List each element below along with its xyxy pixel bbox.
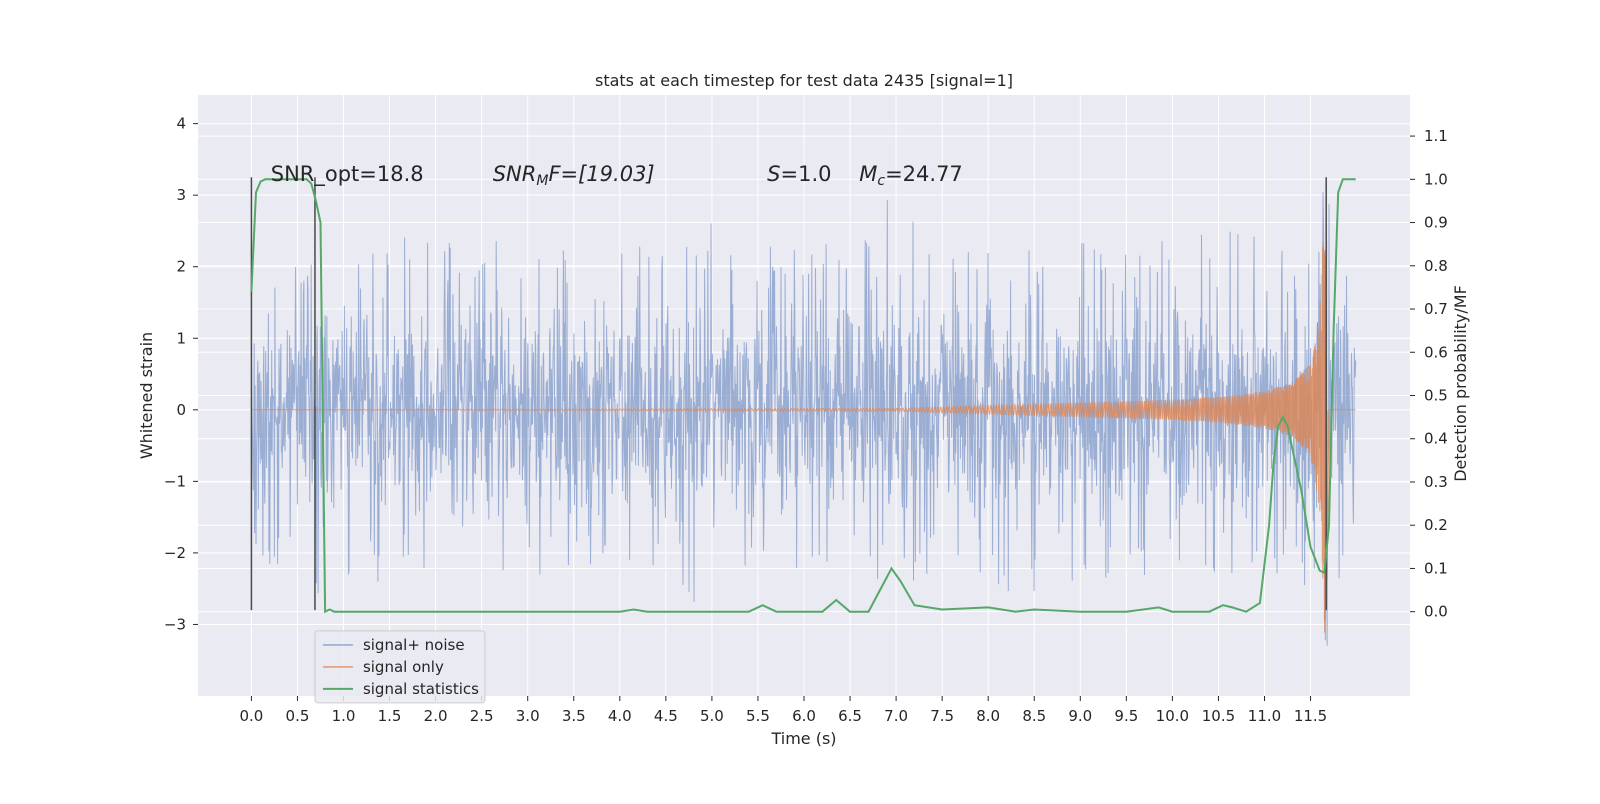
y-tick-label: −3 [164, 615, 186, 633]
annotation-snr-mf-subscript: M [536, 173, 548, 189]
x-tick-label: 10.5 [1202, 707, 1235, 725]
y2-ticks: 1.1 1.0 0.9 0.8 0.7 0.6 0.5 0.4 0.3 0.2 0.1 0.0 [1410, 127, 1448, 621]
x-ticks: 0.0 0.5 1.0 1.5 2.0 2.5 3.0 3.5 4.0 4.5 5.0 5.5 6.0 6… [239, 696, 1327, 725]
x-tick-label: 10.0 [1156, 707, 1189, 725]
y-tick-label: 1 [176, 329, 186, 347]
x-tick-label: 11.0 [1248, 707, 1281, 725]
x-tick-label: 9.0 [1068, 707, 1092, 725]
x-tick-label: 0.5 [286, 707, 310, 725]
annotation-s-value: =1.0 [781, 162, 832, 186]
y-tick-label: 4 [176, 115, 186, 133]
x-tick-label: 0.0 [239, 707, 263, 725]
signal-noise-line [250, 192, 1357, 646]
annotation-mc: Mc=24.77 [859, 162, 963, 189]
x-tick-label: 2.0 [424, 707, 448, 725]
vertical-markers [250, 177, 1327, 611]
x-tick-label: 7.0 [884, 707, 908, 725]
signal-only-series [251, 220, 1356, 633]
x-tick-label: 3.5 [562, 707, 586, 725]
y2-tick-label: 0.4 [1424, 430, 1448, 448]
x-axis-label: Time (s) [770, 729, 836, 748]
legend-box [314, 630, 486, 704]
x-tick-label: 1.0 [332, 707, 356, 725]
x-tick-label: 11.5 [1294, 707, 1327, 725]
legend-label-signal-noise: signal+ noise [363, 636, 465, 654]
y-tick-label: 0 [176, 401, 186, 419]
y2-tick-label: 0.1 [1424, 559, 1448, 577]
y-tick-label: 3 [176, 186, 186, 204]
x-tick-label: 8.0 [976, 707, 1000, 725]
y2-tick-label: 1.0 [1424, 170, 1448, 188]
legend: signal+ noise signal only signal statist… [314, 630, 486, 704]
y2-tick-label: 1.1 [1424, 127, 1448, 145]
legend-label-signal-only: signal only [363, 658, 444, 676]
signal-only-line [251, 220, 1356, 633]
annotation-s-symbol: S [767, 162, 780, 186]
annotation-mc-value: =24.77 [885, 162, 963, 186]
x-tick-label: 5.5 [746, 707, 770, 725]
y2-tick-label: 0.3 [1424, 473, 1448, 491]
y-tick-label: −1 [164, 472, 186, 490]
y2-tick-label: 0.2 [1424, 516, 1448, 534]
x-tick-label: 6.5 [838, 707, 862, 725]
x-tick-label: 8.5 [1022, 707, 1046, 725]
annotation-snr-mf: SNRMF=[19.03] [493, 162, 655, 189]
signal-statistics-line [250, 178, 1356, 614]
annotation-s: S=1.0 [767, 162, 831, 186]
y2-axis-label: Detection probability/MF [1451, 285, 1470, 482]
x-tick-label: 5.0 [700, 707, 724, 725]
x-tick-label: 1.5 [378, 707, 402, 725]
y2-tick-label: 0.9 [1424, 214, 1448, 232]
annotation-mc-subscript: c [877, 173, 885, 189]
y-ticks: 4 3 2 1 0 −1 −2 −3 [164, 115, 198, 633]
annotation-snr-mf-symbol: SNR [493, 162, 537, 186]
y-axis-label: Whitened strain [137, 332, 156, 459]
y-tick-label: 2 [176, 258, 186, 276]
y2-tick-label: 0.0 [1424, 603, 1448, 621]
chart-title: stats at each timestep for test data 243… [595, 71, 1013, 90]
legend-label-signal-statistics: signal statistics [363, 680, 479, 698]
x-tick-label: 7.5 [930, 707, 954, 725]
annotation-snr-mf-value: F=[19.03] [548, 162, 654, 186]
x-tick-label: 4.5 [654, 707, 678, 725]
y2-tick-label: 0.5 [1424, 387, 1448, 405]
x-tick-label: 3.0 [516, 707, 540, 725]
annotation-snr-opt: SNR_opt=18.8 [271, 162, 424, 187]
annotation-mc-symbol: M [859, 162, 877, 186]
signal-statistics-series [250, 178, 1356, 614]
x-tick-label: 2.5 [470, 707, 494, 725]
signal-noise-series [250, 192, 1357, 646]
y-tick-label: −2 [164, 544, 186, 562]
x-tick-label: 9.5 [1114, 707, 1138, 725]
y2-tick-label: 0.6 [1424, 343, 1448, 361]
y2-tick-label: 0.8 [1424, 257, 1448, 275]
x-tick-label: 6.0 [792, 707, 816, 725]
x-tick-label: 4.0 [608, 707, 632, 725]
y2-tick-label: 0.7 [1424, 300, 1448, 318]
